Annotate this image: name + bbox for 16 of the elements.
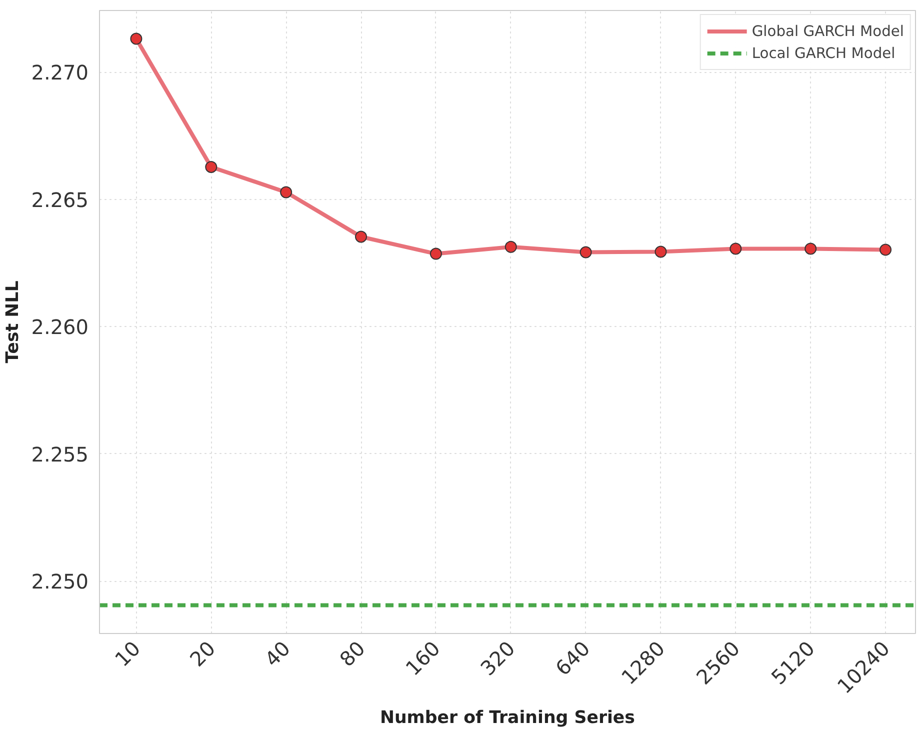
x-tick-label: 10 [110, 636, 146, 672]
x-tick-label: 40 [260, 636, 295, 672]
x-tick-label: 20 [185, 636, 220, 672]
legend-label: Local GARCH Model [752, 44, 896, 62]
x-tick-label: 320 [476, 636, 520, 680]
y-tick-label: 2.265 [31, 188, 89, 212]
y-axis-title: Test NLL [3, 280, 24, 364]
y-tick-label: 2.250 [31, 570, 89, 594]
x-tick-label: 640 [550, 636, 595, 680]
y-tick-label: 2.260 [31, 315, 89, 340]
x-tick-label: 80 [334, 636, 370, 672]
legend-label: Global GARCH Model [752, 22, 904, 40]
x-axis-title: Number of Training Series [380, 708, 636, 728]
y-tick-label: 2.270 [31, 60, 89, 85]
x-tick-label: 160 [400, 636, 445, 680]
y-tick-label: 2.255 [31, 442, 89, 466]
